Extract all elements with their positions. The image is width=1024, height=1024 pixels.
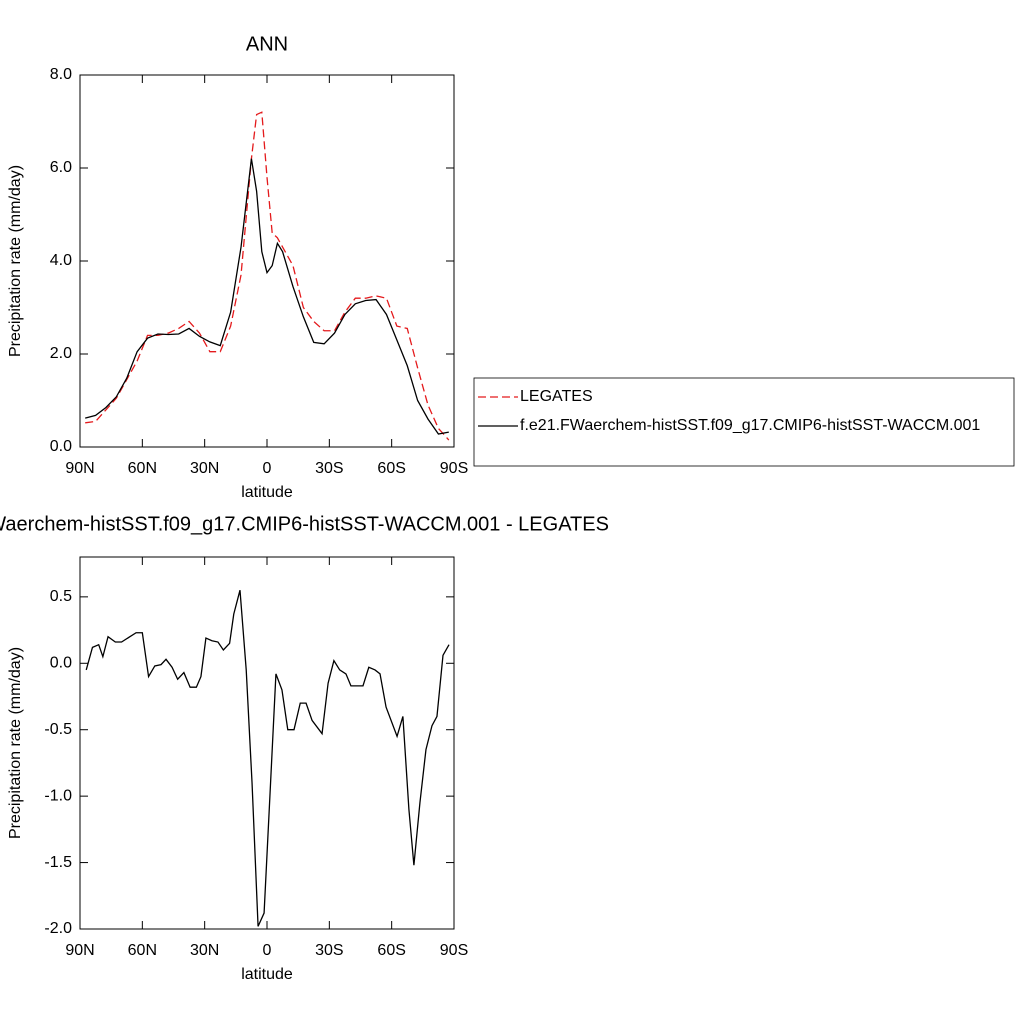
x-tick-label: 60S (377, 460, 405, 477)
chart-title: ANN (246, 33, 288, 55)
y-axis-label: Precipitation rate (mm/day) (7, 165, 24, 357)
legend-label: LEGATES (520, 388, 593, 405)
x-tick-label: 30S (315, 460, 343, 477)
x-tick-label: 60S (377, 942, 405, 959)
x-tick-label: 90N (65, 460, 94, 477)
y-tick-label: 0.0 (50, 655, 72, 672)
x-tick-label: 90S (440, 460, 468, 477)
x-tick-label: 90S (440, 942, 468, 959)
x-tick-label: 30N (190, 942, 219, 959)
plot-frame (79, 74, 455, 448)
y-tick-label: 0.0 (50, 438, 72, 455)
y-axis-label: Precipitation rate (mm/day) (7, 647, 24, 839)
legend-box (473, 377, 1015, 467)
x-axis-label: latitude (241, 966, 293, 983)
y-tick-label: 8.0 (50, 66, 72, 83)
x-tick-label: 60N (128, 942, 157, 959)
y-tick-label: -1.0 (44, 787, 72, 804)
y-tick-label: -1.5 (44, 854, 72, 871)
y-tick-label: -0.5 (44, 721, 72, 738)
plot-frame (79, 556, 455, 930)
x-axis-label: latitude (241, 484, 293, 501)
y-tick-label: 4.0 (50, 252, 72, 269)
x-tick-label: 60N (128, 460, 157, 477)
y-tick-label: -2.0 (44, 920, 72, 937)
series-line (85, 590, 450, 927)
x-tick-label: 90N (65, 942, 94, 959)
series-line (85, 111, 450, 441)
y-tick-label: 2.0 (50, 345, 72, 362)
x-tick-label: 30N (190, 460, 219, 477)
chart-title: f.e21.FWaerchem-histSST.f09_g17.CMIP6-hi… (0, 513, 609, 535)
y-tick-label: 0.5 (50, 588, 72, 605)
y-tick-label: 6.0 (50, 159, 72, 176)
x-tick-label: 0 (263, 460, 272, 477)
x-tick-label: 0 (263, 942, 272, 959)
x-tick-label: 30S (315, 942, 343, 959)
series-line (85, 158, 449, 435)
legend-label: f.e21.FWaerchem-histSST.f09_g17.CMIP6-hi… (520, 417, 980, 434)
